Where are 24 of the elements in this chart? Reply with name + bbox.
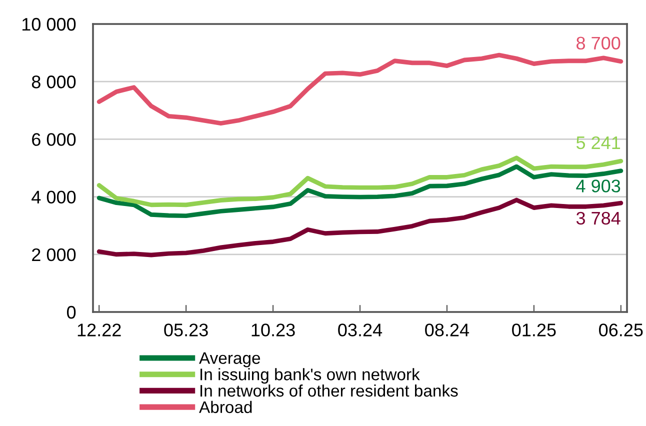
- y-tick-label: 4 000: [32, 190, 76, 204]
- legend-label: In networks of other resident banks: [200, 384, 458, 397]
- x-tick-label: 05.23: [164, 324, 208, 336]
- y-tick-label: 6 000: [32, 133, 76, 146]
- y-tick-label: 2 000: [32, 248, 76, 262]
- annotation: 3 784: [576, 212, 620, 225]
- line-series: [96, 52, 624, 126]
- x-tick-label: 08.24: [425, 324, 470, 336]
- x-tick-label: 06.25: [599, 324, 643, 336]
- x-tick-label: 12.22: [78, 324, 121, 336]
- y-tick-label: 10 000: [22, 18, 76, 31]
- annotation: 8 700: [576, 36, 620, 50]
- annotation: 4 903: [576, 180, 620, 192]
- legend-label: Abroad: [199, 400, 252, 414]
- y-tick-label: 0: [67, 306, 76, 319]
- y-tick-label: 8 000: [32, 76, 76, 88]
- x-tick-label: 03.24: [338, 324, 382, 336]
- legend-label: In issuing bank's own network: [200, 368, 420, 384]
- x-tick-label: 01.25: [512, 324, 556, 336]
- legend-label: Average: [199, 352, 260, 368]
- line-series: [96, 198, 624, 258]
- annotation: 5 241: [576, 136, 620, 150]
- line-series: [96, 156, 624, 208]
- x-tick-label: 10.23: [252, 324, 295, 336]
